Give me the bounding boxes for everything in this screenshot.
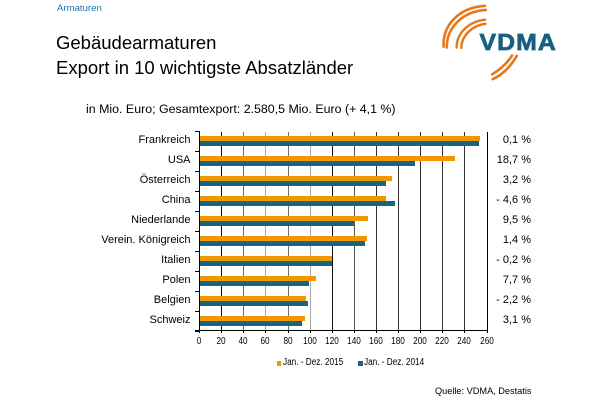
svg-text:VDMA: VDMA	[480, 30, 557, 56]
